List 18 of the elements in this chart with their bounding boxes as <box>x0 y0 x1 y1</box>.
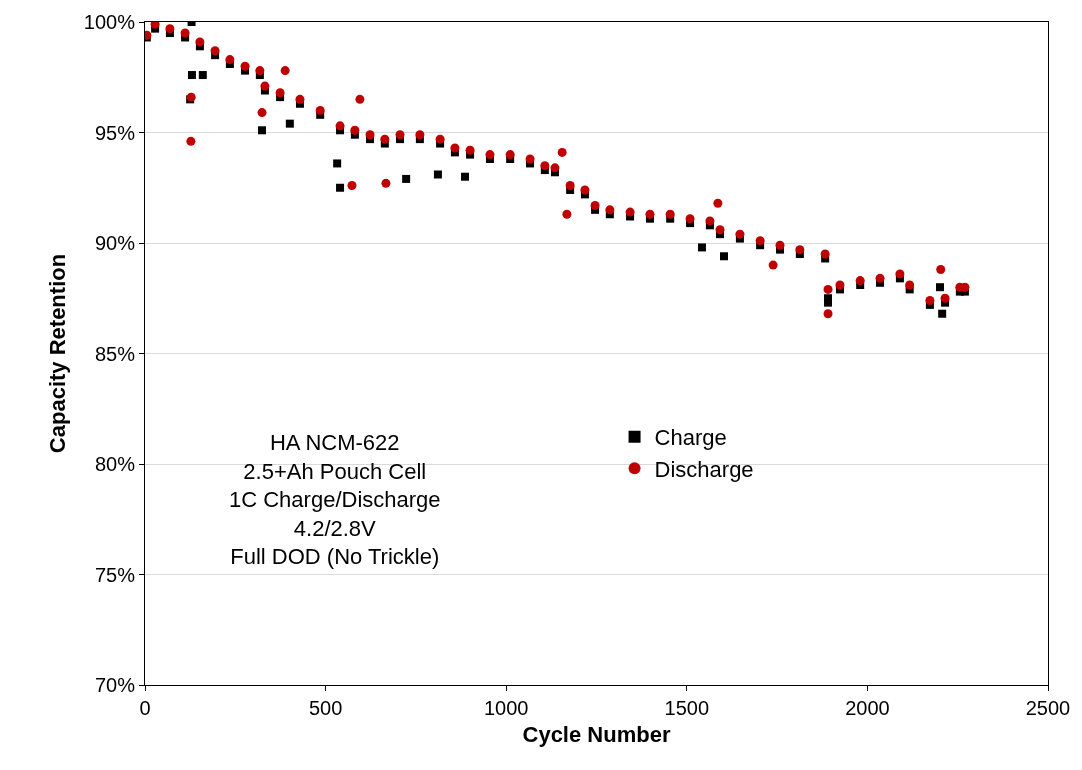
x-tick-label: 2000 <box>845 697 890 719</box>
y-tick-label: 80% <box>94 453 136 475</box>
y-tick-label: 75% <box>94 563 136 586</box>
y-tick-label: 100% <box>83 11 136 33</box>
x-tick-label: 2500 <box>1025 697 1071 719</box>
x-tick-label: 1000 <box>483 697 529 719</box>
y-tick-label: 95% <box>94 121 136 144</box>
legend-label: Charge <box>654 425 727 451</box>
annotation: HA NCM-622 2.5+Ah Pouch Cell 1C Charge/Discharge 4.2/2.8V Full DOD (No Trickle) <box>229 430 441 570</box>
y-tick-label: 90% <box>94 232 136 254</box>
legend-label: Discharge <box>654 456 754 482</box>
y-tick-label: 85% <box>94 342 136 365</box>
x-tick-label: 1500 <box>664 697 710 719</box>
x-tick-label: 500 <box>308 697 343 719</box>
x-tick-label: 0 <box>139 697 151 719</box>
x-axis-title: Cycle Number <box>522 721 671 747</box>
y-axis-title: Capacity Retention <box>44 253 70 454</box>
y-tick-label: 70% <box>94 674 136 696</box>
